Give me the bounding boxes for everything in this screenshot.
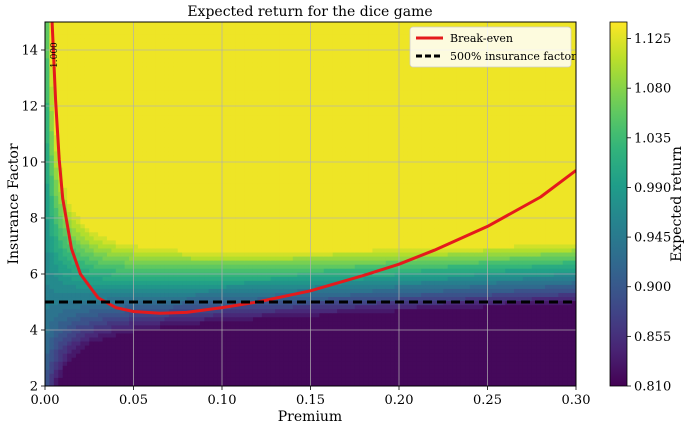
- x-axis: 0.00 0.05 0.10 0.15 0.20 0.25 0.30: [31, 386, 591, 408]
- x-tick-label: 0.25: [473, 393, 502, 408]
- legend: Break-even 500% insurance factor: [409, 26, 577, 68]
- colorbar-tick-label: 0.810: [634, 380, 671, 395]
- series-lines: [45, 22, 576, 315]
- series-line: [50, 22, 576, 315]
- colorbar-tick-label: 1.035: [634, 131, 671, 146]
- x-tick-label: 0.30: [562, 393, 591, 408]
- colorbar-ticks: 0.810 0.855 0.900 0.945 0.990 1.035 1.080 1.125: [627, 32, 671, 395]
- x-tick-label: 0.20: [385, 393, 414, 408]
- y-tick-label: 2: [30, 380, 38, 395]
- y-tick-label: 4: [30, 324, 38, 339]
- colorbar-tick-label: 1.080: [634, 82, 671, 97]
- x-tick-label: 0.10: [208, 393, 237, 408]
- y-tick-label: 6: [30, 268, 38, 283]
- x-tick-label: 0.05: [119, 393, 148, 408]
- chart-title: Expected return for the dice game: [187, 4, 432, 20]
- colorbar-tick-label: 0.900: [634, 280, 671, 295]
- x-tick-label: 0.00: [31, 393, 60, 408]
- contour-label: 1.000: [50, 42, 60, 68]
- y-tick-label: 8: [30, 212, 38, 227]
- legend-entry: Break-even: [450, 32, 513, 45]
- legend-entry: 500% insurance factor: [450, 50, 577, 63]
- x-axis-label: Premium: [278, 409, 342, 425]
- y-tick-label: 12: [21, 100, 38, 115]
- y-tick-label: 10: [21, 156, 38, 171]
- colorbar: [609, 21, 628, 387]
- colorbar-label: Expected return: [669, 146, 685, 262]
- y-axis-label: Insurance Factor: [6, 143, 22, 264]
- colorbar-tick-label: 1.125: [634, 32, 671, 47]
- y-tick-label: 14: [21, 44, 38, 59]
- contour-fill: [45, 22, 576, 386]
- colorbar-tick-label: 0.945: [634, 231, 671, 246]
- y-axis: 2 4 6 8 10 12 14: [21, 44, 45, 395]
- colorbar-tick-label: 0.990: [634, 181, 671, 196]
- legend-box: [409, 26, 572, 68]
- x-tick-label: 0.15: [296, 393, 325, 408]
- colorbar-tick-label: 0.855: [634, 330, 671, 345]
